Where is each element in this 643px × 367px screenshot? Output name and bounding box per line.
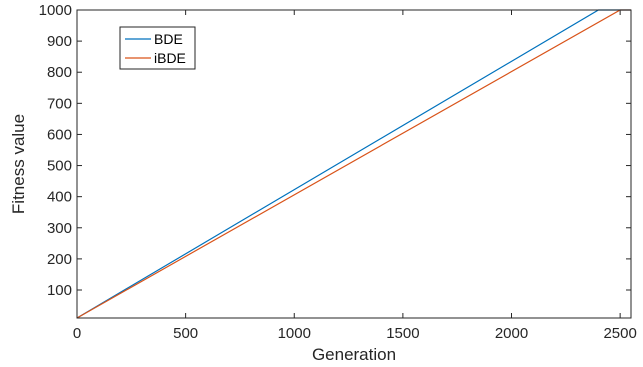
ticks-layer: 0 500 1000 1500 2000 2500 100 200 300 400 500 600 70…: [39, 2, 637, 342]
legend-label-ibde: iBDE: [154, 50, 186, 66]
legend-label-bde: BDE: [154, 31, 183, 47]
y-tick-label: 600: [47, 126, 72, 143]
x-axis-title: Generation: [312, 345, 396, 364]
x-tick-label: 2000: [495, 325, 528, 342]
y-tick-label: 500: [47, 158, 72, 175]
y-tick-label: 1000: [39, 2, 72, 19]
y-tick-label: 900: [47, 33, 72, 50]
y-tick-label: 100: [47, 282, 72, 299]
x-tick-label: 2500: [603, 325, 636, 342]
y-tick-label: 400: [47, 189, 72, 206]
y-tick-label: 700: [47, 95, 72, 112]
x-tick-label: 500: [173, 325, 198, 342]
legend-box: [119, 26, 196, 70]
legend: BDE iBDE: [119, 26, 196, 70]
y-tick-label: 800: [47, 64, 72, 81]
plot-frame: [76, 9, 632, 319]
x-tick-label: 1500: [386, 325, 419, 342]
x-tick-label: 1000: [278, 325, 311, 342]
y-tick-label: 200: [47, 251, 72, 268]
y-axis-title: Fitness value: [9, 114, 28, 214]
y-tick-label: 300: [47, 220, 72, 237]
x-tick-label: 0: [73, 325, 81, 342]
